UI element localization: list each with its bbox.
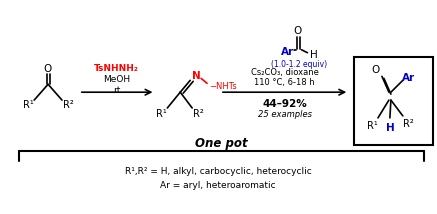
Text: O: O	[43, 64, 51, 73]
Text: O: O	[293, 26, 302, 36]
Text: R¹,R² = H, alkyl, carbocyclic, heterocyclic: R¹,R² = H, alkyl, carbocyclic, heterocyc…	[125, 167, 312, 176]
Text: One pot: One pot	[194, 137, 247, 150]
Text: rt: rt	[113, 86, 120, 95]
Text: −NHTs: −NHTs	[209, 82, 237, 91]
Bar	[354, 57, 433, 146]
Text: O: O	[372, 65, 380, 76]
Text: MeOH: MeOH	[103, 75, 130, 84]
Text: N: N	[192, 71, 201, 81]
Text: (1.0-1.2 equiv): (1.0-1.2 equiv)	[271, 60, 328, 69]
Text: 110 °C, 6-18 h: 110 °C, 6-18 h	[254, 78, 315, 87]
Text: R²: R²	[193, 109, 204, 119]
Text: Cs₂CO₃, dioxane: Cs₂CO₃, dioxane	[251, 68, 319, 77]
Text: R¹: R¹	[367, 121, 378, 131]
Text: Ar = aryl, heteroaromatic: Ar = aryl, heteroaromatic	[160, 181, 276, 190]
Text: TsNHNH₂: TsNHNH₂	[94, 64, 139, 73]
Text: Ar: Ar	[281, 47, 294, 57]
Text: Ar: Ar	[402, 73, 415, 83]
Text: H: H	[385, 123, 394, 133]
Text: R¹: R¹	[156, 109, 167, 119]
Text: R²: R²	[403, 119, 414, 129]
Text: R¹: R¹	[23, 100, 34, 110]
Text: 44–92%: 44–92%	[262, 99, 307, 109]
Text: 25 examples: 25 examples	[257, 110, 312, 119]
Text: H: H	[309, 50, 317, 60]
Text: R²: R²	[62, 100, 73, 110]
